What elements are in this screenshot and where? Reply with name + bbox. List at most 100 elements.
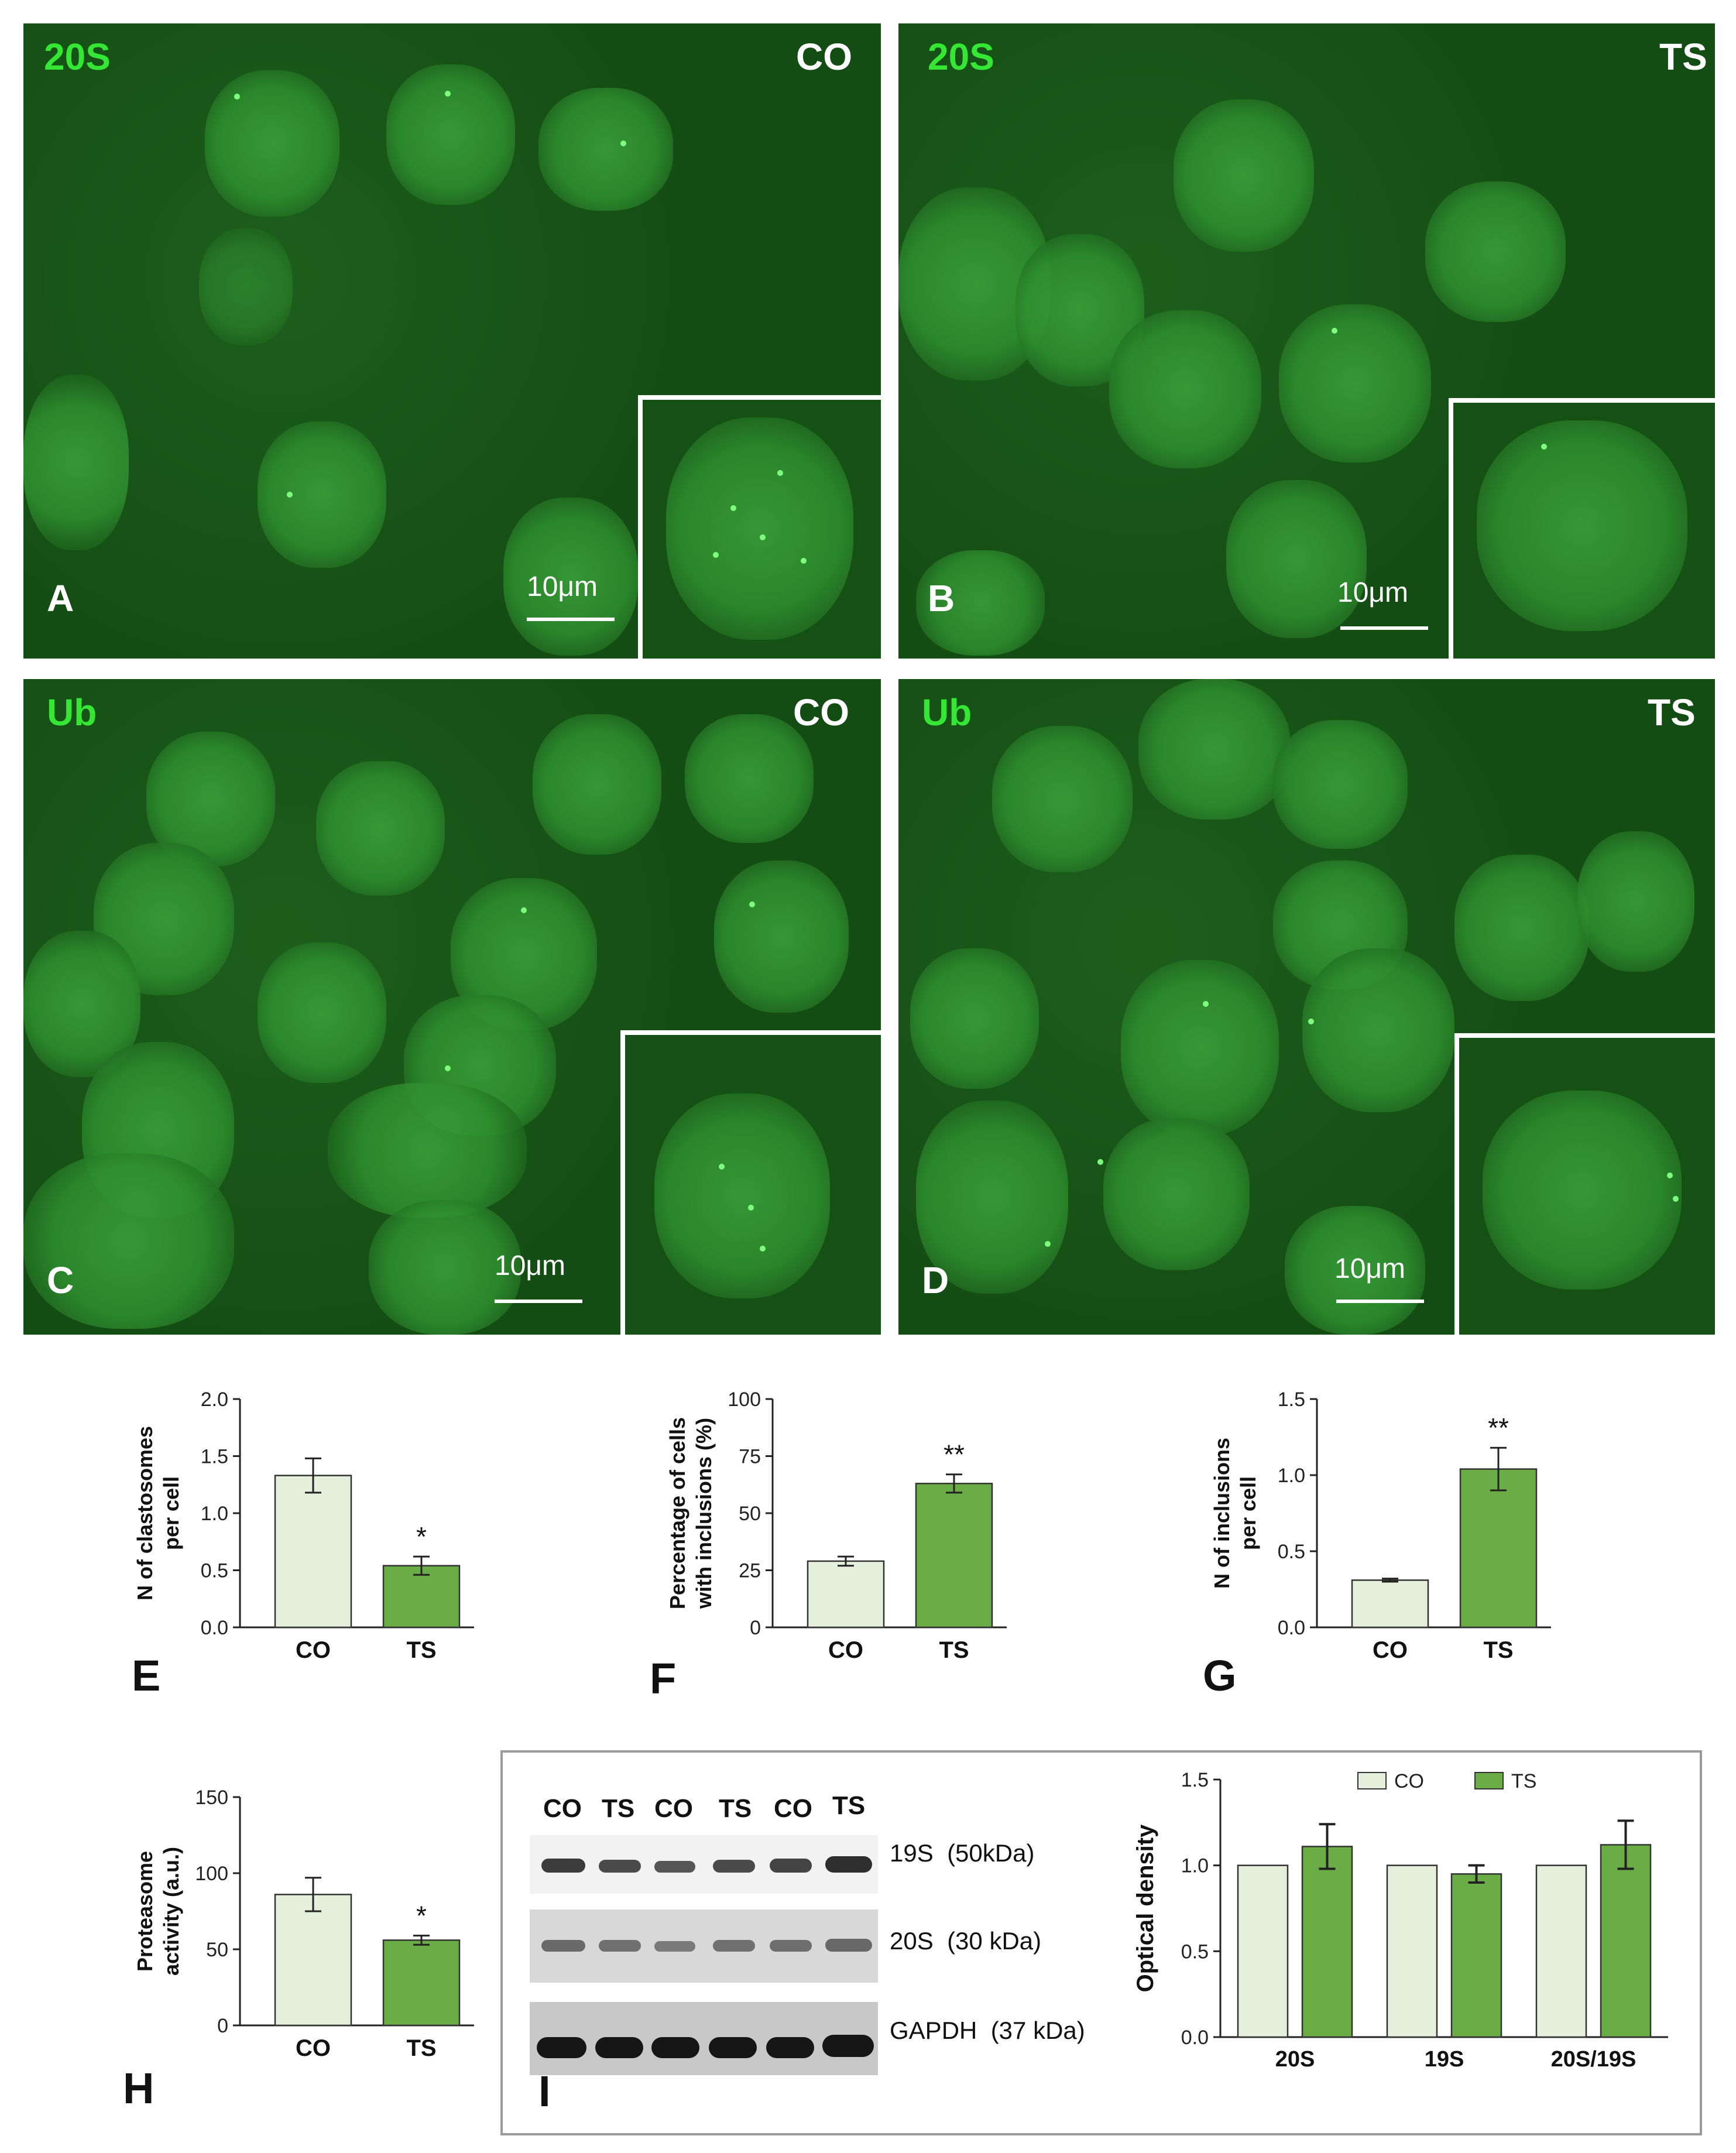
blot-19s-strip bbox=[530, 1835, 878, 1894]
band-label-19s: 19S (50kDa) bbox=[890, 1839, 1035, 1867]
y-tick-label: 0 bbox=[750, 1617, 761, 1639]
stain-label: Ub bbox=[922, 691, 972, 733]
lane-label: CO bbox=[543, 1794, 582, 1823]
y-tick-label: 0.5 bbox=[1181, 1941, 1209, 1963]
blot-20s-strip bbox=[530, 1909, 878, 1983]
bar-ts bbox=[1459, 1468, 1538, 1629]
y-tick-label: 2.0 bbox=[201, 1389, 228, 1411]
significance-marker: ** bbox=[1488, 1413, 1509, 1443]
y-tick-label: 1.0 bbox=[1181, 1855, 1209, 1877]
scale-bar bbox=[527, 618, 615, 621]
x-tick-label: CO bbox=[296, 1637, 331, 1663]
condition-label: CO bbox=[793, 691, 849, 733]
x-tick-label: 20S/19S bbox=[1551, 2047, 1636, 2072]
legend-label-co: CO bbox=[1394, 1770, 1424, 1792]
inset-b bbox=[1449, 398, 1715, 659]
legend-label-ts: TS bbox=[1511, 1770, 1536, 1792]
scale-bar-label: 10μm bbox=[495, 1250, 566, 1281]
significance-marker: * bbox=[416, 1521, 427, 1552]
panel-letter: B bbox=[928, 577, 955, 619]
x-tick-label: CO bbox=[296, 2035, 331, 2061]
y-tick-label: 0.0 bbox=[201, 1617, 228, 1639]
y-axis-label: Proteasome bbox=[133, 1851, 157, 1972]
bar-co bbox=[807, 1560, 885, 1629]
y-tick-label: 0.0 bbox=[1181, 2027, 1209, 2049]
x-tick-label: TS bbox=[406, 1637, 436, 1663]
micrograph-d: Ub TS D 10μm bbox=[898, 679, 1715, 1335]
lane-label: TS bbox=[719, 1794, 752, 1823]
y-tick-label: 150 bbox=[195, 1787, 228, 1809]
lane-label: CO bbox=[774, 1794, 812, 1823]
chart-i: 0.0 0.5 1.0 1.5 Optical density CO TS 20S 19S 20S… bbox=[1133, 1769, 1668, 2072]
bar-co bbox=[274, 1894, 352, 2027]
panel-letter-i: I bbox=[538, 2067, 551, 2116]
y-tick-label: 50 bbox=[206, 1939, 228, 1961]
bar-co bbox=[1237, 1864, 1289, 2038]
y-tick-label: 1.0 bbox=[201, 1503, 228, 1525]
panel-letter-e: E bbox=[132, 1651, 161, 1700]
y-tick-label: 0.5 bbox=[201, 1560, 228, 1582]
bar-ts bbox=[1600, 1844, 1652, 2038]
bar-ts bbox=[915, 1483, 993, 1629]
panel-letter: C bbox=[47, 1259, 74, 1301]
y-tick-label: 100 bbox=[195, 1863, 228, 1885]
blot-gapdh-strip bbox=[530, 2002, 878, 2075]
scale-bar bbox=[1336, 1300, 1424, 1303]
micrograph-b: 20S TS B 10μm bbox=[898, 23, 1715, 659]
scale-bar-label: 10μm bbox=[527, 571, 598, 602]
scale-bar-label: 10μm bbox=[1337, 577, 1409, 608]
chart-g: 0.0 0.5 1.0 1.5 N of inclusions per cell CO ** T… bbox=[1210, 1389, 1551, 1663]
bar-co bbox=[1351, 1579, 1429, 1629]
significance-marker: * bbox=[416, 1901, 427, 1931]
condition-label: TS bbox=[1648, 691, 1696, 733]
chart-e: 0.0 0.5 1.0 1.5 2.0 N of clastosomes per cell C… bbox=[133, 1389, 474, 1663]
chart-h: 0 50 100 150 Proteasome activity (a.u.) CO * TS bbox=[133, 1787, 474, 2061]
y-tick-label: 1.5 bbox=[1278, 1389, 1305, 1411]
micrograph-a: 20S CO A 10μm bbox=[23, 23, 881, 659]
y-tick-label: 1.5 bbox=[1181, 1769, 1209, 1791]
bar-co bbox=[1386, 1864, 1438, 2038]
scale-bar bbox=[1340, 626, 1428, 630]
condition-label: CO bbox=[796, 36, 852, 78]
x-tick-label: CO bbox=[828, 1637, 863, 1663]
band-label-gapdh: GAPDH (37 kDa) bbox=[890, 2017, 1085, 2044]
bar-ts bbox=[1301, 1846, 1353, 2038]
y-axis-label: per cell bbox=[159, 1476, 183, 1550]
panel-letter-g: G bbox=[1203, 1651, 1237, 1700]
significance-marker: ** bbox=[944, 1439, 965, 1470]
inset-d bbox=[1454, 1033, 1715, 1335]
x-tick-label: 20S bbox=[1275, 2047, 1315, 2072]
y-tick-label: 0 bbox=[217, 2015, 228, 2037]
stain-label: 20S bbox=[928, 36, 994, 78]
y-axis-label: activity (a.u.) bbox=[159, 1847, 183, 1976]
panel-i-frame bbox=[500, 1750, 1702, 2135]
x-tick-label: TS bbox=[406, 2035, 436, 2061]
lane-label: TS bbox=[602, 1794, 635, 1823]
y-axis-label: with inclusions (%) bbox=[692, 1418, 716, 1609]
legend-swatch-co bbox=[1357, 1772, 1387, 1789]
panel-letter: A bbox=[47, 577, 74, 619]
panel-letter-h: H bbox=[123, 2064, 155, 2113]
stain-label: 20S bbox=[44, 36, 111, 78]
y-axis-label: N of inclusions bbox=[1210, 1438, 1234, 1589]
bar-co bbox=[274, 1475, 352, 1629]
micrograph-c: Ub CO C 10μm bbox=[23, 679, 881, 1335]
band-label-20s: 20S (30 kDa) bbox=[890, 1927, 1042, 1955]
inset-c bbox=[620, 1030, 881, 1335]
y-axis-label: Optical density bbox=[1133, 1824, 1158, 1992]
y-tick-label: 100 bbox=[728, 1389, 761, 1411]
y-tick-label: 50 bbox=[739, 1503, 761, 1525]
bar-ts bbox=[382, 1939, 461, 2027]
y-tick-label: 0.0 bbox=[1278, 1617, 1305, 1639]
inset-a bbox=[638, 395, 881, 659]
y-tick-label: 1.5 bbox=[201, 1446, 228, 1468]
panel-letter: D bbox=[922, 1259, 949, 1301]
y-axis-label: N of clastosomes bbox=[133, 1426, 157, 1600]
chart-f: 0 25 50 75 100 Percentage of cells with inclus… bbox=[665, 1389, 1007, 1663]
y-tick-label: 0.5 bbox=[1278, 1541, 1305, 1563]
x-tick-label: TS bbox=[939, 1637, 969, 1663]
panel-letter-f: F bbox=[650, 1654, 677, 1703]
lane-label: CO bbox=[654, 1794, 693, 1823]
y-tick-label: 75 bbox=[739, 1446, 761, 1468]
y-axis-label: per cell bbox=[1236, 1476, 1260, 1550]
